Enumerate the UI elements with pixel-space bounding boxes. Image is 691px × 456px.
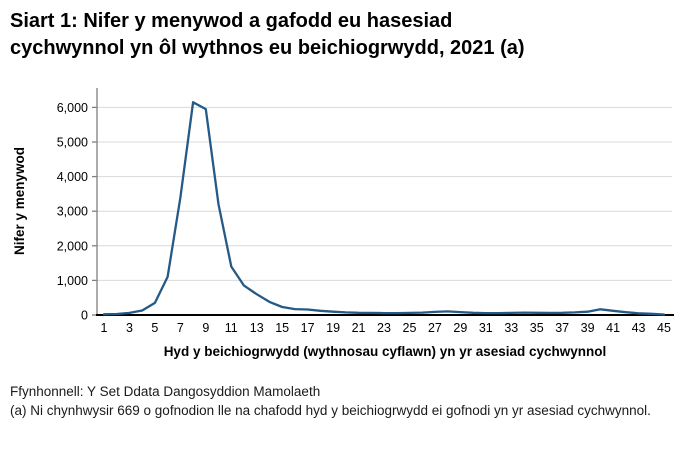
x-tick-label: 1: [101, 321, 108, 335]
y-tick-label: 4,000: [57, 170, 88, 184]
x-tick-label: 25: [403, 321, 417, 335]
chart-title: Siart 1: Nifer y menywod a gafodd eu has…: [10, 10, 525, 59]
x-tick-label: 11: [225, 321, 238, 335]
y-tick-label: 1,000: [57, 274, 88, 288]
x-axis-title: Hyd y beichiogrwydd (wythnosau cyflawn) …: [164, 344, 607, 359]
x-tick-label: 17: [301, 321, 315, 335]
x-tick-label: 15: [275, 321, 289, 335]
x-tick-label: 7: [177, 321, 184, 335]
y-axis-title: Nifer y menywod: [12, 147, 27, 255]
x-tick-label: 37: [555, 321, 569, 335]
x-tick-label: 21: [352, 321, 366, 335]
x-tick-label: 5: [151, 321, 158, 335]
x-tick-label: 3: [126, 321, 133, 335]
chart-footer: Ffynhonnell: Y Set Ddata Dangosyddion Ma…: [10, 383, 682, 420]
y-tick-label: 6,000: [57, 101, 88, 115]
x-tick-label: 9: [202, 321, 209, 335]
x-tick-label: 41: [606, 321, 620, 335]
y-tick-label: 0: [81, 309, 88, 323]
x-tick-label: 33: [504, 321, 518, 335]
x-tick-label: 13: [250, 321, 264, 335]
x-tick-label: 43: [632, 321, 646, 335]
footnote-line: (a) Ni chynhwysir 669 o gofnodion lle na…: [10, 402, 651, 418]
x-tick-label: 27: [428, 321, 442, 335]
y-tick-label: 2,000: [57, 239, 88, 253]
x-tick-label: 45: [657, 321, 671, 335]
x-tick-label: 31: [479, 321, 493, 335]
x-tick-label: 23: [377, 321, 391, 335]
y-tick-label: 5,000: [57, 136, 88, 150]
y-tick-label: 3,000: [57, 205, 88, 219]
x-tick-label: 29: [453, 321, 467, 335]
x-tick-label: 35: [530, 321, 544, 335]
x-tick-label: 19: [326, 321, 340, 335]
source-line: Ffynhonnell: Y Set Ddata Dangosyddion Ma…: [10, 384, 321, 399]
x-tick-label: 39: [581, 321, 595, 335]
data-line-series: [102, 101, 666, 316]
